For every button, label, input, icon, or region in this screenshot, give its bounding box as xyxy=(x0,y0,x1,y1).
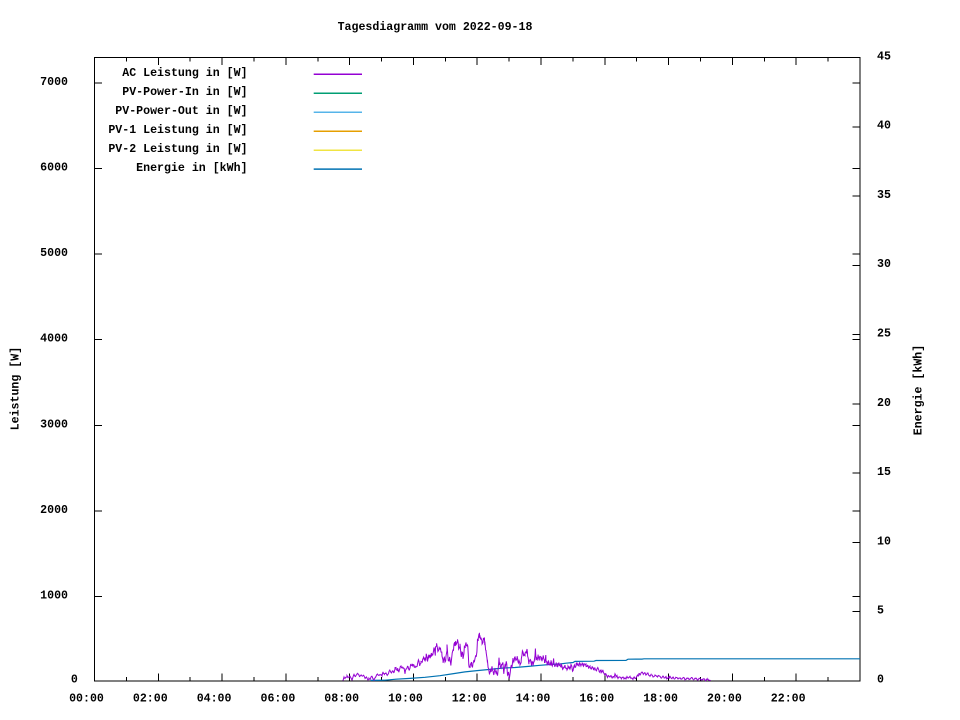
svg-text:AC Leistung in [W]: AC Leistung in [W] xyxy=(122,67,247,80)
svg-text:16:00: 16:00 xyxy=(579,693,614,706)
svg-text:15: 15 xyxy=(877,466,891,479)
svg-text:Leistung [W]: Leistung [W] xyxy=(9,347,22,431)
svg-text:5000: 5000 xyxy=(40,247,68,260)
svg-text:10: 10 xyxy=(877,535,891,548)
svg-text:4000: 4000 xyxy=(40,333,68,346)
svg-text:30: 30 xyxy=(877,258,891,271)
svg-text:08:00: 08:00 xyxy=(324,693,359,706)
svg-text:25: 25 xyxy=(877,328,891,341)
svg-text:PV-Power-Out in [W]: PV-Power-Out in [W] xyxy=(115,105,247,118)
svg-text:18:00: 18:00 xyxy=(643,693,678,706)
svg-text:20: 20 xyxy=(877,397,891,410)
svg-text:Tagesdiagramm vom 2022-09-18: Tagesdiagramm vom 2022-09-18 xyxy=(338,21,533,34)
svg-text:14:00: 14:00 xyxy=(516,693,551,706)
svg-text:PV-2 Leistung in [W]: PV-2 Leistung in [W] xyxy=(108,143,247,156)
svg-text:PV-1 Leistung in [W]: PV-1 Leistung in [W] xyxy=(108,124,247,137)
svg-text:1000: 1000 xyxy=(40,590,68,603)
svg-text:45: 45 xyxy=(877,50,891,63)
svg-text:PV-Power-In in [W]: PV-Power-In in [W] xyxy=(122,86,247,99)
svg-text:06:00: 06:00 xyxy=(261,693,296,706)
svg-text:35: 35 xyxy=(877,189,891,202)
svg-text:20:00: 20:00 xyxy=(707,693,742,706)
svg-text:0: 0 xyxy=(71,673,78,686)
svg-text:2000: 2000 xyxy=(40,504,68,517)
svg-text:40: 40 xyxy=(877,120,891,133)
svg-text:7000: 7000 xyxy=(40,76,68,89)
svg-text:10:00: 10:00 xyxy=(388,693,423,706)
svg-text:22:00: 22:00 xyxy=(771,693,806,706)
svg-text:02:00: 02:00 xyxy=(133,693,168,706)
svg-text:0: 0 xyxy=(877,673,884,686)
svg-text:Energie in [kWh]: Energie in [kWh] xyxy=(136,162,247,175)
svg-text:Energie [kWh]: Energie [kWh] xyxy=(912,345,925,435)
svg-text:12:00: 12:00 xyxy=(452,693,487,706)
svg-text:5: 5 xyxy=(877,605,884,618)
svg-text:3000: 3000 xyxy=(40,418,68,431)
svg-text:6000: 6000 xyxy=(40,162,68,175)
svg-text:00:00: 00:00 xyxy=(69,693,104,706)
svg-text:04:00: 04:00 xyxy=(197,693,232,706)
